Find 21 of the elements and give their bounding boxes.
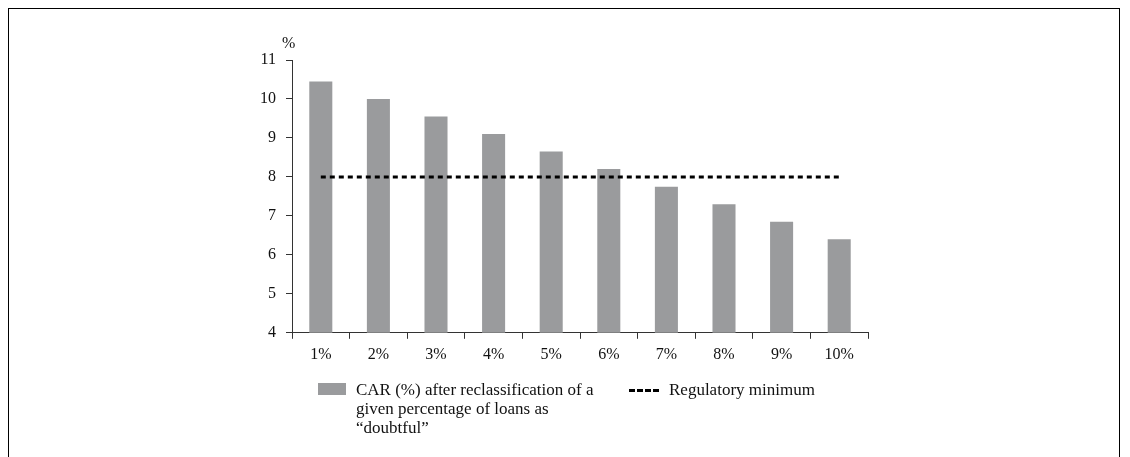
x-tick-label: 1% [310,344,332,362]
y-tick-label: 10 [260,89,276,107]
x-tick-label: 7% [655,344,678,362]
x-tick-label: 10% [824,344,854,362]
y-tick-label: 7 [268,206,276,224]
x-tick-label: 9% [770,344,793,362]
x-tick-label: 8% [713,344,735,362]
x-tick-label: 4% [482,344,505,362]
y-axis-title: % [282,34,296,52]
x-tick-label: 2% [367,344,390,362]
x-tick-label: 3% [425,344,447,362]
legend-label: Regulatory minimum [669,380,815,399]
y-tick-label: 8 [268,167,276,185]
y-tick-label: 5 [268,284,276,302]
x-tick-label: 5% [540,344,562,362]
y-tick-label: 9 [268,128,276,146]
y-tick-label: 4 [268,323,276,340]
y-tick-label: 6 [268,245,276,263]
x-tick-label: 6% [598,344,620,362]
y-tick-label: 11 [260,50,276,68]
legend-label: CAR (%) after reclassification of a given percentage of loans as “doubtful” [356,380,595,437]
